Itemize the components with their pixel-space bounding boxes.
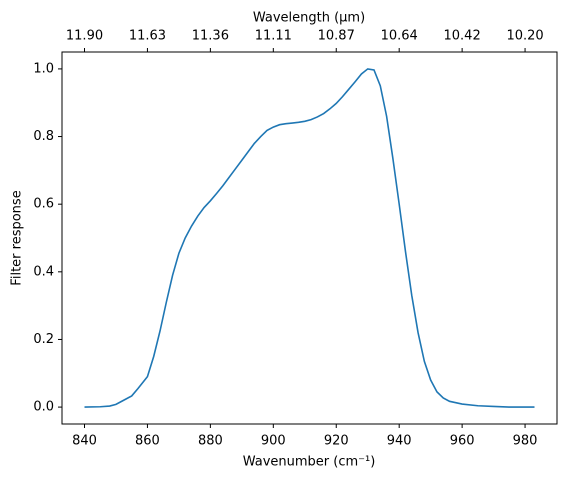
x-tick-label: 920 bbox=[324, 434, 349, 449]
x-tick-label: 960 bbox=[450, 434, 475, 449]
x-tick-label: 860 bbox=[135, 434, 160, 449]
x-tick-label: 840 bbox=[72, 434, 97, 449]
y-tick-label: 0.4 bbox=[33, 264, 54, 279]
plot-frame bbox=[61, 51, 558, 425]
y-tick-label: 1.0 bbox=[33, 61, 54, 76]
x2-tick-label: 10.87 bbox=[318, 29, 355, 44]
y-tick-label: 0.2 bbox=[33, 332, 54, 347]
x-axis-label: Wavenumber (cm⁻¹) bbox=[243, 455, 376, 470]
x-tick-label: 980 bbox=[513, 434, 538, 449]
x2-tick-label: 11.11 bbox=[255, 29, 292, 44]
y-tick-label: 0.0 bbox=[33, 400, 54, 415]
x-tick-label: 900 bbox=[261, 434, 286, 449]
y-tick-label: 0.8 bbox=[33, 129, 54, 144]
y-tick-label: 0.6 bbox=[33, 197, 54, 212]
x2-tick-label: 11.63 bbox=[129, 29, 166, 44]
x2-tick-label: 11.36 bbox=[192, 29, 229, 44]
x2-tick-label: 10.20 bbox=[506, 29, 543, 44]
y-axis-label: Filter response bbox=[10, 190, 25, 285]
x2-tick-label: 10.42 bbox=[444, 29, 481, 44]
data-line bbox=[84, 68, 535, 408]
x-tick-label: 880 bbox=[198, 434, 223, 449]
x-tick-label: 940 bbox=[387, 434, 412, 449]
x2-axis-label: Wavelength (μm) bbox=[253, 11, 365, 26]
x2-tick-label: 10.64 bbox=[381, 29, 418, 44]
x2-tick-label: 11.90 bbox=[66, 29, 103, 44]
